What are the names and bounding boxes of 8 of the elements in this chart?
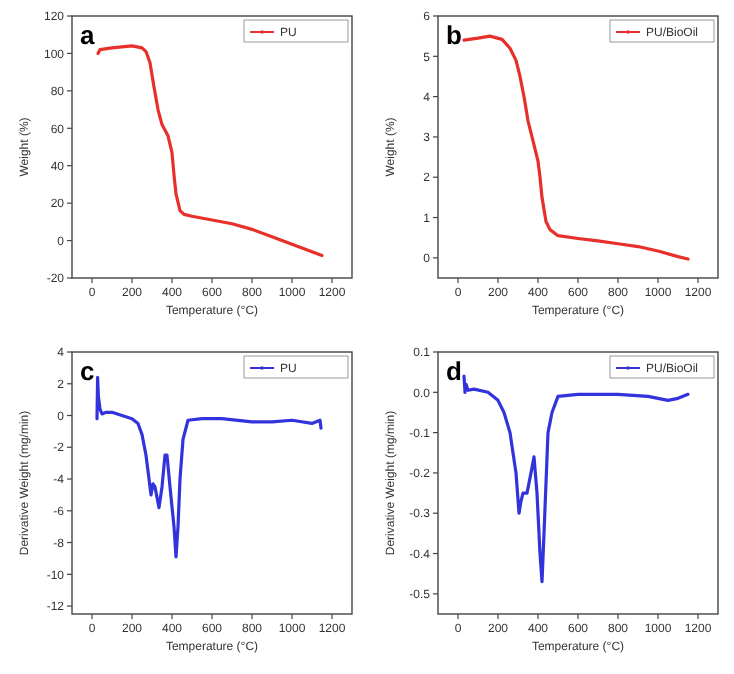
line-series xyxy=(462,34,690,261)
line-series xyxy=(96,44,324,258)
chart-title: c xyxy=(80,356,95,386)
chart-title: a xyxy=(80,20,96,50)
line-series xyxy=(462,374,690,584)
chart-title: d xyxy=(446,356,462,386)
line-series xyxy=(95,375,323,559)
chart-title: b xyxy=(446,20,462,50)
